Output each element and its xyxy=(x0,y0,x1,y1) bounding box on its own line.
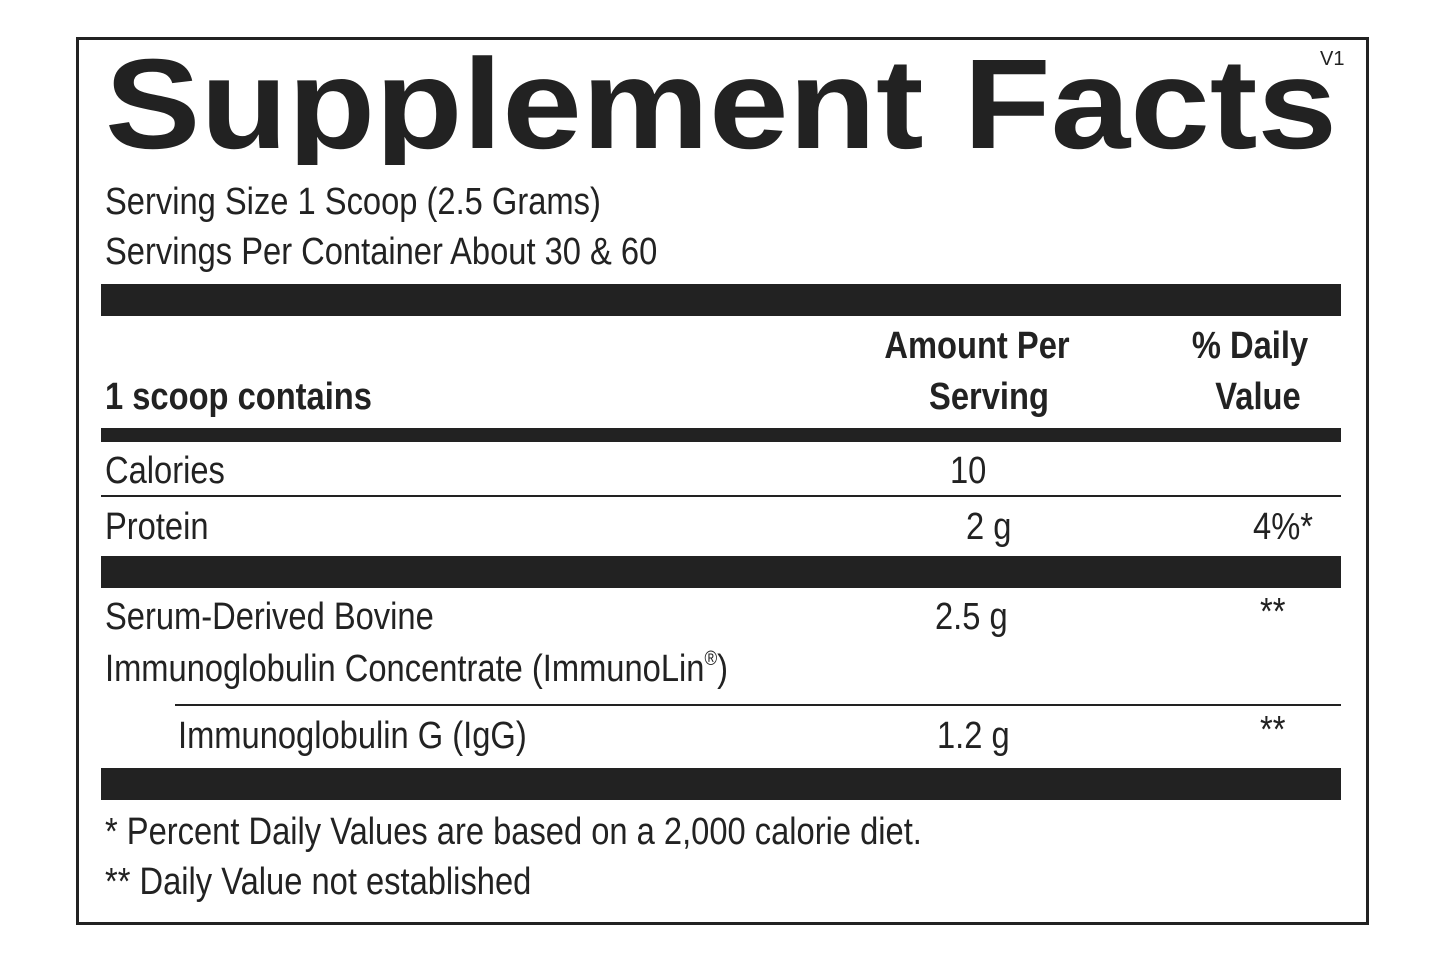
nutrient-name: Immunoglobulin G (IgG) xyxy=(178,715,527,757)
divider-bar xyxy=(101,428,1341,442)
title-text: Supplement Facts xyxy=(105,40,1337,165)
servings-per-container: Servings Per Container About 30 & 60 xyxy=(105,231,658,273)
row-divider xyxy=(101,495,1341,497)
nutrient-amount: 2 g xyxy=(966,506,1012,548)
footnote-not-established: ** Daily Value not established xyxy=(105,861,532,903)
nutrient-dv: ** xyxy=(1260,591,1286,633)
title: Supplement Facts xyxy=(105,40,1337,165)
header-amount-line2: Serving xyxy=(929,376,1049,418)
nutrient-amount: 2.5 g xyxy=(935,596,1008,638)
name-text-end: ) xyxy=(717,648,729,690)
serving-size: Serving Size 1 Scoop (2.5 Grams) xyxy=(105,181,601,223)
supplement-facts-panel xyxy=(76,37,1369,925)
header-dv-line1: % Daily xyxy=(1191,325,1309,367)
registered-mark: ® xyxy=(704,648,718,670)
nutrient-amount: 10 xyxy=(950,450,987,492)
divider-bar xyxy=(101,556,1341,588)
nutrient-dv: 4%* xyxy=(1253,506,1313,548)
nutrient-amount: 1.2 g xyxy=(937,715,1010,757)
row-divider xyxy=(175,704,1341,706)
version-label: V1 xyxy=(1320,48,1345,70)
nutrient-name: Calories xyxy=(105,450,225,492)
nutrient-dv: ** xyxy=(1260,709,1286,751)
nutrient-name-line1: Serum-Derived Bovine xyxy=(105,596,434,638)
nutrient-name: Protein xyxy=(105,506,209,548)
header-dv-line2: Value xyxy=(1215,376,1301,418)
footnote-daily-values: * Percent Daily Values are based on a 2,… xyxy=(105,811,922,853)
divider-bar xyxy=(101,768,1341,800)
name-text: Immunoglobulin Concentrate (ImmunoLin xyxy=(105,648,705,690)
header-amount-line1: Amount Per xyxy=(884,325,1070,367)
divider-bar xyxy=(101,284,1341,316)
nutrient-name-line2: Immunoglobulin Concentrate (ImmunoLin®) xyxy=(105,649,728,689)
header-contains: 1 scoop contains xyxy=(105,376,372,418)
